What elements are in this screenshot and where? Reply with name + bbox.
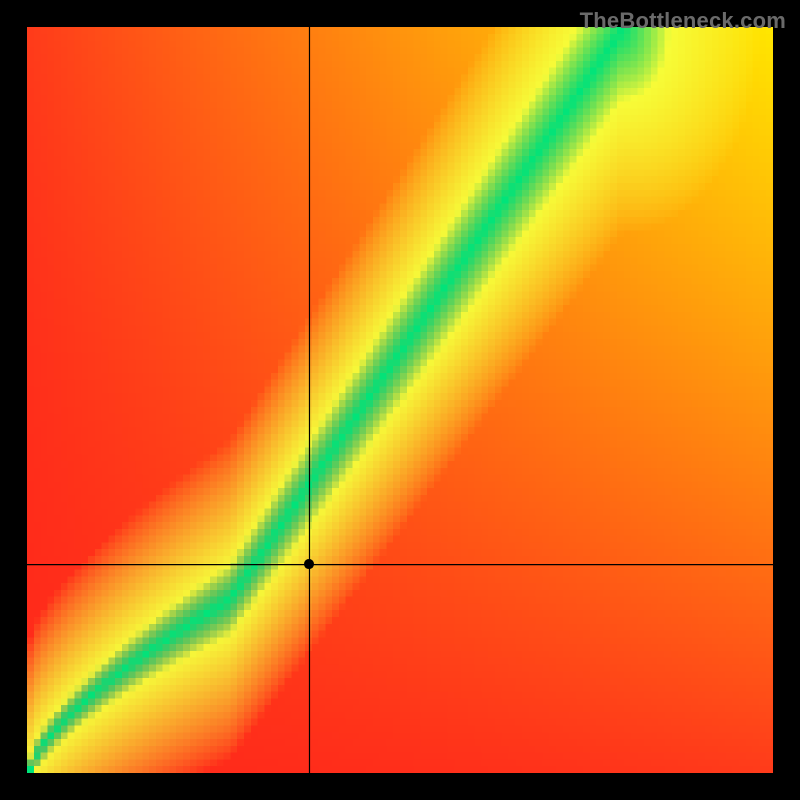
heatmap-canvas xyxy=(27,27,773,773)
watermark-text: TheBottleneck.com xyxy=(580,8,786,34)
chart-container: TheBottleneck.com xyxy=(0,0,800,800)
plot-frame xyxy=(0,0,800,800)
